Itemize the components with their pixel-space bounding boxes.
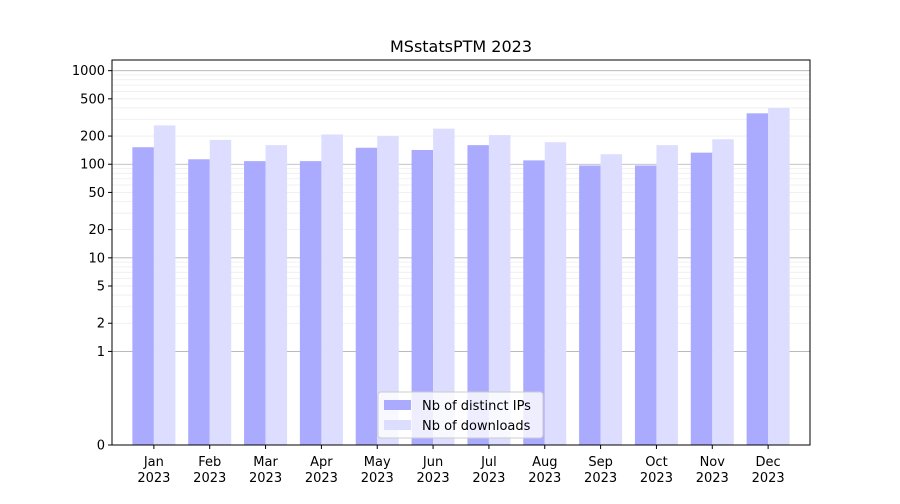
- legend-label: Nb of distinct IPs: [422, 399, 531, 414]
- x-tick-label-month: Jul: [480, 455, 497, 470]
- plot-frame: [111, 59, 811, 446]
- x-tick-label-month: Jun: [422, 455, 443, 470]
- bar-downloads: [321, 134, 343, 445]
- bar-downloads: [377, 136, 399, 446]
- bar-distinct-ips: [746, 113, 769, 446]
- bars: [132, 107, 790, 446]
- bar-distinct-ips: [690, 152, 713, 445]
- y-tick-label: 0: [97, 439, 105, 454]
- x-tick-label-month: Jan: [143, 455, 164, 470]
- x-tick-label-month: Feb: [198, 455, 221, 470]
- bar-downloads: [768, 107, 790, 446]
- bar-downloads: [712, 139, 734, 445]
- y-tick-label: 20: [88, 223, 105, 238]
- x-tick-label-year: 2023: [193, 471, 226, 486]
- bar-distinct-ips: [132, 147, 154, 445]
- bar-downloads: [656, 145, 678, 445]
- y-tick-label: 100: [80, 158, 105, 173]
- bar-downloads: [544, 142, 567, 445]
- bar-distinct-ips: [579, 165, 601, 446]
- legend-box: [377, 391, 544, 439]
- bar-downloads: [600, 154, 623, 446]
- bar-distinct-ips: [467, 145, 489, 445]
- y-tick-label: 1000: [72, 64, 105, 79]
- bar-distinct-ips: [188, 159, 210, 446]
- legend: Nb of distinct IPs Nb of downloads: [377, 391, 544, 439]
- x-tick-label-year: 2023: [696, 471, 729, 486]
- y-tick-label: 10: [88, 251, 105, 266]
- bar-distinct-ips: [355, 147, 378, 445]
- x-tick-label-year: 2023: [752, 471, 785, 486]
- x-tick-label-year: 2023: [528, 471, 561, 486]
- x-tick-label-month: Aug: [532, 455, 557, 470]
- x-tick-label-year: 2023: [417, 471, 450, 486]
- y-tick-label: 2: [97, 317, 105, 332]
- bar-downloads: [265, 145, 288, 445]
- legend-label: Nb of downloads: [422, 419, 531, 434]
- bar-distinct-ips: [523, 160, 545, 445]
- x-tick-label-year: 2023: [137, 471, 170, 486]
- x-tick-label-month: Sep: [588, 455, 613, 470]
- x-tick-label-month: Oct: [645, 455, 667, 470]
- y-tick-label: 5: [97, 280, 105, 295]
- x-tick-label-year: 2023: [361, 471, 394, 486]
- y-axis: 0 1 2 5 10 20 50 100 200 500 1000: [72, 64, 112, 454]
- y-tick-label: 200: [80, 130, 105, 145]
- bar-downloads: [488, 135, 511, 445]
- bar-downloads: [209, 139, 232, 445]
- x-tick-label-month: May: [364, 455, 391, 470]
- bar-distinct-ips: [634, 165, 657, 446]
- x-tick-label-year: 2023: [584, 471, 617, 486]
- x-tick-label-year: 2023: [472, 471, 505, 486]
- x-tick-label-month: Dec: [756, 455, 781, 470]
- legend-swatch: [384, 400, 411, 410]
- x-tick-label-month: Mar: [253, 455, 278, 470]
- legend-swatch: [384, 420, 411, 430]
- x-tick-label-year: 2023: [249, 471, 282, 486]
- x-tick-label-year: 2023: [640, 471, 673, 486]
- bar-downloads: [433, 128, 455, 445]
- bar-distinct-ips: [299, 161, 322, 445]
- chart-title: MSstatsPTM 2023: [390, 37, 532, 56]
- bar-distinct-ips: [244, 161, 266, 445]
- y-tick-label: 500: [80, 92, 105, 107]
- x-tick-label-month: Apr: [310, 455, 333, 470]
- x-tick-label-year: 2023: [305, 471, 338, 486]
- bar-distinct-ips: [411, 149, 434, 445]
- y-tick-label: 1: [97, 345, 105, 360]
- x-tick-label-month: Nov: [700, 455, 726, 470]
- y-tick-label: 50: [88, 186, 105, 201]
- bar-downloads: [153, 125, 176, 445]
- x-axis: Jan2023Feb2023Mar2023Apr2023May2023Jun20…: [137, 445, 785, 486]
